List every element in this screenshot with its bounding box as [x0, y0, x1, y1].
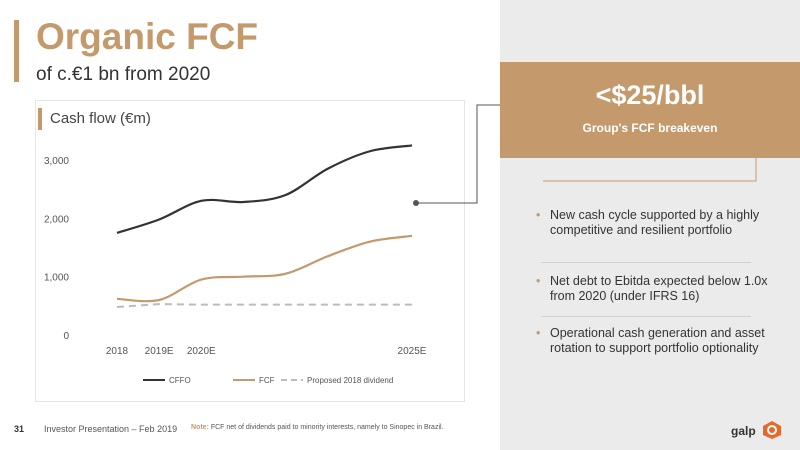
galp-logo-icon — [763, 421, 781, 439]
x-tick-label: 2025E — [398, 346, 427, 357]
connector-line — [416, 104, 500, 204]
note-label: Note: — [191, 424, 209, 431]
series-line-fcf — [116, 234, 413, 303]
page-number: 31 — [14, 424, 25, 434]
galp-logo-text: galp — [731, 424, 756, 438]
breakeven-value: <$25/bbl — [595, 80, 705, 110]
x-tick-label: 2019E — [145, 346, 174, 357]
box-bracket-line — [543, 158, 757, 182]
legend-label: CFFO — [169, 376, 191, 385]
title-accent-bar — [14, 20, 19, 82]
y-tick-label: 1,000 — [44, 273, 69, 284]
bullet-item: New cash cycle supported by a highly com… — [536, 208, 776, 238]
series-line-proposed-2018-dividend — [116, 303, 412, 308]
connector-dot — [413, 200, 419, 206]
y-tick-label: 0 — [63, 331, 69, 342]
bullet-divider — [541, 316, 751, 317]
footer-note: Note: FCF net of dividends paid to minor… — [191, 424, 444, 431]
chart-card — [35, 100, 465, 402]
bullet-divider — [541, 262, 751, 263]
bullet-item: Operational cash generation and asset ro… — [536, 326, 776, 356]
x-tick-label: 2018 — [106, 346, 129, 357]
series-line-cffo — [116, 144, 413, 234]
slide-subtitle: of c.€1 bn from 2020 — [36, 64, 211, 85]
legend-label: Proposed 2018 dividend — [307, 376, 393, 385]
legend-label: FCF — [259, 376, 275, 385]
chart-title-accent — [38, 108, 42, 130]
cash-flow-chart: 0 1,000 2,000 3,000 2018 2019E 2020E 2025E CFFO F… — [44, 144, 427, 385]
y-tick-label: 2,000 — [44, 214, 69, 225]
chart-title: Cash flow (€m) — [50, 110, 151, 127]
breakeven-label: Group's FCF breakeven — [582, 121, 718, 135]
slide-title: Organic FCF — [36, 16, 259, 57]
bullet-item: Net debt to Ebitda expected below 1.0x f… — [536, 274, 776, 304]
breakeven-box — [500, 62, 800, 158]
note-text: FCF net of dividends paid to minority in… — [210, 424, 444, 431]
y-tick-label: 3,000 — [44, 156, 69, 167]
footer-presentation: Investor Presentation – Feb 2019 — [44, 424, 178, 434]
x-tick-label: 2020E — [187, 346, 216, 357]
